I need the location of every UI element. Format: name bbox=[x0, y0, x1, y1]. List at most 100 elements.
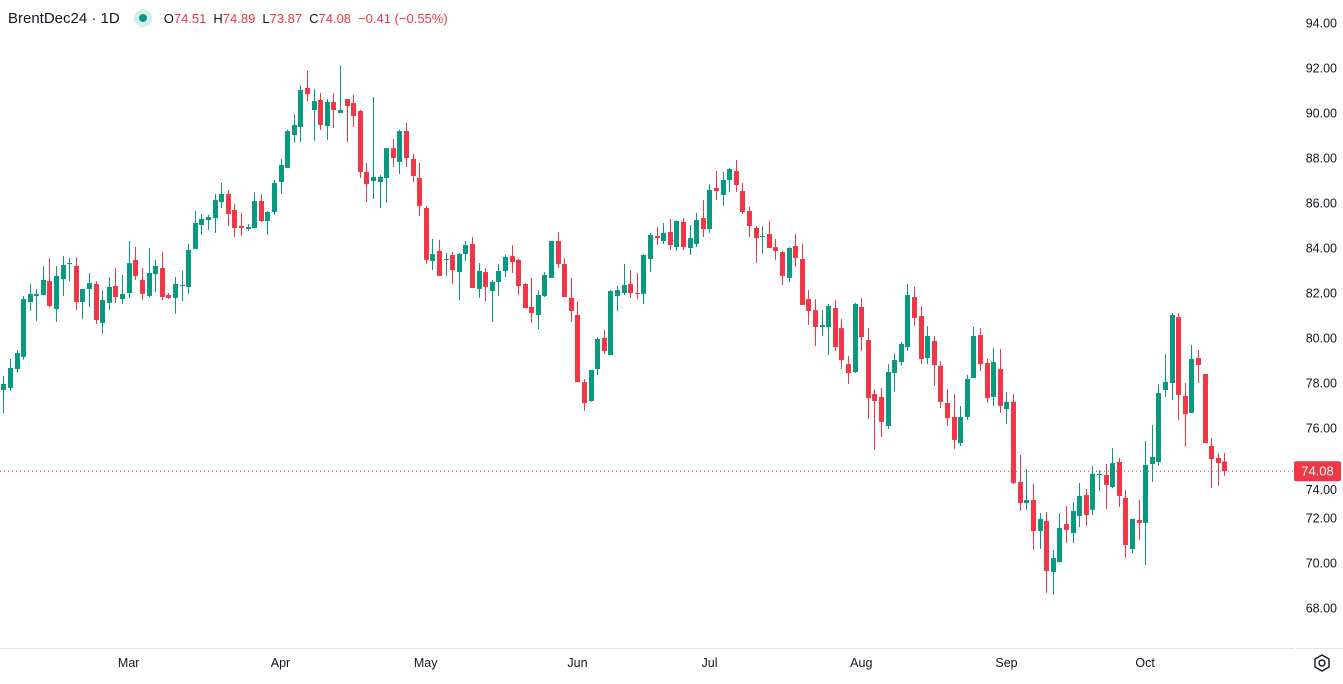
gear-icon[interactable] bbox=[1312, 653, 1332, 673]
candle bbox=[424, 205, 429, 264]
candle bbox=[470, 236, 475, 289]
candle-body bbox=[424, 207, 429, 260]
candle-body bbox=[226, 194, 231, 215]
time-tick-label: Aug bbox=[850, 656, 872, 670]
price-tick-label: 78.00 bbox=[1306, 377, 1337, 391]
market-status-icon[interactable] bbox=[133, 9, 152, 27]
candle-body bbox=[919, 315, 924, 359]
candle bbox=[80, 288, 85, 320]
candle bbox=[694, 212, 699, 248]
candle bbox=[952, 394, 957, 449]
candle-body bbox=[430, 254, 435, 262]
candle-body bbox=[866, 340, 871, 399]
open-label: O bbox=[163, 10, 174, 26]
candle bbox=[160, 252, 165, 300]
candle-body bbox=[232, 209, 237, 228]
candle-body bbox=[952, 416, 957, 440]
candle bbox=[912, 286, 917, 327]
candle-body bbox=[1170, 315, 1175, 383]
candle bbox=[859, 297, 864, 352]
candle bbox=[219, 182, 224, 208]
candle-body bbox=[140, 279, 145, 294]
candle bbox=[853, 302, 858, 374]
candle-body bbox=[345, 99, 350, 107]
candle-body bbox=[681, 221, 686, 248]
candle bbox=[457, 252, 462, 300]
candle bbox=[483, 268, 488, 302]
candle bbox=[199, 214, 204, 235]
candle bbox=[971, 326, 976, 379]
candle-body bbox=[1183, 396, 1188, 415]
candle bbox=[945, 389, 950, 426]
candle-body bbox=[602, 338, 607, 352]
candle-body bbox=[1150, 457, 1155, 464]
candle-body bbox=[800, 259, 805, 305]
candle bbox=[925, 326, 930, 365]
candle-body bbox=[378, 176, 383, 183]
candle bbox=[833, 299, 838, 352]
candle-body bbox=[166, 295, 171, 298]
candle bbox=[800, 243, 805, 305]
candle-body bbox=[1216, 457, 1221, 464]
candles-layer bbox=[1, 65, 1227, 595]
candle bbox=[813, 299, 818, 347]
price-tick-label: 92.00 bbox=[1306, 62, 1337, 76]
candle-body bbox=[734, 171, 739, 185]
candle bbox=[1018, 455, 1023, 512]
candle bbox=[378, 175, 383, 208]
candle bbox=[806, 290, 811, 325]
candle bbox=[279, 158, 284, 194]
candle bbox=[1024, 468, 1029, 510]
candle bbox=[338, 65, 343, 113]
candle-body bbox=[1064, 524, 1069, 530]
candle bbox=[232, 203, 237, 237]
candle bbox=[734, 160, 739, 192]
candle bbox=[1051, 549, 1056, 595]
candle bbox=[153, 259, 158, 293]
candle-body bbox=[67, 263, 72, 265]
candle-body bbox=[655, 236, 660, 239]
candle-body bbox=[100, 299, 105, 323]
candle bbox=[985, 358, 990, 404]
candle-body bbox=[958, 416, 963, 444]
candle-body bbox=[1196, 358, 1201, 365]
candle bbox=[397, 130, 402, 174]
candle bbox=[113, 268, 118, 303]
candle bbox=[312, 88, 317, 141]
candle bbox=[1090, 466, 1095, 516]
candle bbox=[298, 85, 303, 143]
candle-body bbox=[1130, 518, 1135, 550]
candle bbox=[140, 268, 145, 300]
candle-body bbox=[1011, 401, 1016, 483]
candle bbox=[391, 139, 396, 167]
candle bbox=[701, 200, 706, 237]
candle bbox=[1071, 502, 1076, 543]
candle-body bbox=[358, 110, 363, 172]
candle-body bbox=[213, 200, 218, 219]
candle-body bbox=[648, 234, 653, 260]
candle-body bbox=[510, 256, 515, 262]
candle-body bbox=[351, 103, 356, 116]
candle-body bbox=[444, 259, 449, 261]
price-axis[interactable]: 94.00 92.00 90.00 88.00 86.00 84.00 82.00 80.00… bbox=[1306, 17, 1337, 616]
candle bbox=[246, 223, 251, 231]
candle bbox=[536, 290, 541, 329]
candle bbox=[602, 329, 607, 354]
candle-body bbox=[608, 290, 613, 356]
candle bbox=[1004, 392, 1009, 424]
symbol-title[interactable]: BrentDec24 · 1D bbox=[8, 9, 120, 27]
price-tick-label: 82.00 bbox=[1306, 287, 1337, 301]
candle bbox=[582, 378, 587, 411]
candle bbox=[47, 257, 52, 307]
candle bbox=[589, 369, 594, 402]
candle-body bbox=[470, 243, 475, 289]
time-axis[interactable]: Mar Apr May Jun Jul Aug Sep Oct bbox=[118, 656, 1155, 670]
candle bbox=[846, 356, 851, 384]
candle bbox=[707, 184, 712, 233]
price-tick-label: 72.00 bbox=[1306, 512, 1337, 526]
candle-body bbox=[74, 266, 79, 302]
candle bbox=[496, 263, 501, 296]
high-value: 74.89 bbox=[222, 10, 256, 26]
candle bbox=[1031, 484, 1036, 550]
